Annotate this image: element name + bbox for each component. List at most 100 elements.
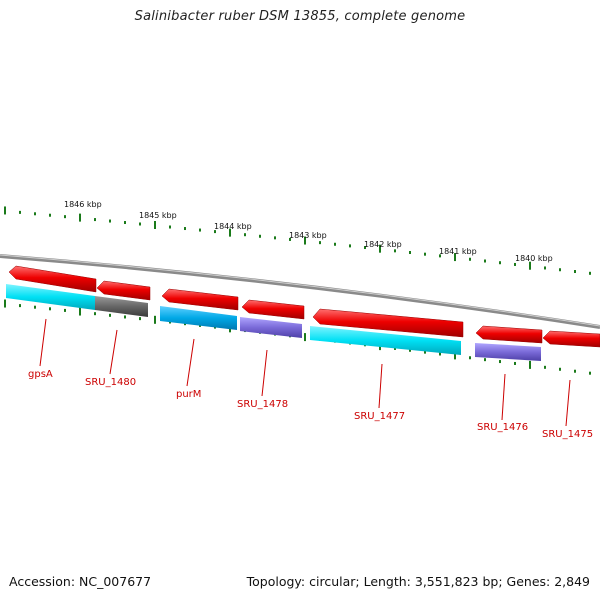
gene-arrow-purM[interactable] xyxy=(161,288,239,311)
scale-tick xyxy=(34,212,36,216)
cds-bar-gpsA[interactable] xyxy=(6,284,95,310)
scale-tick xyxy=(214,230,216,234)
scale-label-1843: 1843 kbp xyxy=(289,231,327,240)
scale-tick xyxy=(589,271,591,275)
scale-tick xyxy=(409,251,411,255)
gene-arrow-SRU_1475[interactable] xyxy=(542,330,600,348)
cds-bar-SRU_1477[interactable] xyxy=(310,326,461,355)
scale-tick xyxy=(394,249,396,253)
gene-label-SRU_1480[interactable]: SRU_1480 xyxy=(85,377,136,388)
scale-tick xyxy=(109,313,111,317)
gene-arrow-SRU_1480[interactable] xyxy=(96,280,151,301)
gene-label-SRU_1476[interactable]: SRU_1476 xyxy=(477,422,528,433)
scale-label-1841: 1841 kbp xyxy=(439,247,477,256)
genome-summary-text: Topology: circular; Length: 3,551,823 bp… xyxy=(246,574,590,589)
scale-tick xyxy=(4,299,6,308)
scale-tick xyxy=(139,317,141,321)
scale-tick xyxy=(139,222,141,226)
scale-tick xyxy=(439,352,441,356)
scale-label-1846: 1846 kbp xyxy=(64,200,102,209)
scale-tick xyxy=(79,213,81,222)
scale-tick xyxy=(529,261,531,270)
gene-label-SRU_1477[interactable]: SRU_1477 xyxy=(354,411,405,422)
accession-text: Accession: NC_007677 xyxy=(9,574,152,589)
cds-bar-SRU_1478[interactable] xyxy=(240,317,302,338)
scale-tick xyxy=(319,241,321,245)
scale-tick xyxy=(34,305,36,309)
scale-tick xyxy=(304,333,306,342)
scale-tick xyxy=(364,246,366,250)
scale-tick xyxy=(409,348,411,352)
scale-tick xyxy=(94,312,96,316)
scale-tick xyxy=(334,242,336,246)
scale-tick xyxy=(169,225,171,229)
map-title: Salinibacter ruber DSM 13855, complete g… xyxy=(134,9,466,24)
scale-tick xyxy=(184,227,186,231)
scale-tick xyxy=(19,304,21,308)
scale-tick xyxy=(274,236,276,240)
gene-arrow-SRU_1476[interactable] xyxy=(475,325,543,344)
scale-tick xyxy=(499,261,501,265)
gene-arrow-SRU_1478[interactable] xyxy=(241,299,305,320)
scale-tick xyxy=(304,236,306,245)
scale-tick xyxy=(379,244,381,253)
scale-tick xyxy=(499,360,501,364)
scale-tick xyxy=(19,210,21,214)
cds-bar-purM[interactable] xyxy=(160,306,237,330)
scale-tick xyxy=(64,215,66,219)
cds-bar-SRU_1476[interactable] xyxy=(475,343,541,361)
label-leader-lines xyxy=(39,318,571,427)
scale-tick xyxy=(424,350,426,354)
gene-arrow-SRU_1477[interactable] xyxy=(312,308,464,338)
scale-tick xyxy=(4,206,6,215)
scale-tick xyxy=(454,253,456,262)
scale-tick xyxy=(469,257,471,261)
scale-tick xyxy=(349,244,351,248)
scale-tick xyxy=(574,270,576,274)
scale-tick xyxy=(49,213,51,217)
scale-tick xyxy=(484,259,486,263)
scale-tick xyxy=(514,361,516,365)
scale-tick xyxy=(124,315,126,319)
gene-label-SRU_1475[interactable]: SRU_1475 xyxy=(542,429,593,440)
scale-tick xyxy=(289,237,291,241)
scale-tick xyxy=(259,234,261,238)
scale-tick xyxy=(454,351,456,360)
scale-tick xyxy=(49,307,51,311)
cds-bar-SRU_1480[interactable] xyxy=(95,296,148,317)
scale-tick xyxy=(439,254,441,258)
scale-tick xyxy=(199,228,201,232)
scale-tick xyxy=(559,367,561,371)
scale-tick xyxy=(424,252,426,256)
scale-tick xyxy=(469,356,471,360)
scale-tick xyxy=(544,266,546,270)
scale-tick xyxy=(64,308,66,312)
scale-label-1842: 1842 kbp xyxy=(364,240,402,249)
scale-tick xyxy=(559,268,561,272)
scale-tick xyxy=(529,360,531,369)
scale-tick xyxy=(229,228,231,237)
scale-tick xyxy=(94,218,96,222)
gene-label-purM[interactable]: purM xyxy=(176,389,201,400)
scale-tick xyxy=(244,233,246,237)
scale-label-1840: 1840 kbp xyxy=(515,254,553,263)
scale-tick xyxy=(589,371,591,375)
scale-tick xyxy=(484,358,486,362)
genome-backbone xyxy=(0,254,600,329)
scale-tick xyxy=(124,221,126,225)
scale-tick xyxy=(514,262,516,266)
scale-label-1845: 1845 kbp xyxy=(139,211,177,220)
scale-label-1844: 1844 kbp xyxy=(214,222,252,231)
scale-tick xyxy=(154,221,156,230)
gene-label-SRU_1478[interactable]: SRU_1478 xyxy=(237,399,288,410)
scale-tick xyxy=(79,307,81,316)
gene-arrow-gpsA[interactable] xyxy=(8,265,97,293)
scale-tick xyxy=(574,369,576,373)
scale-tick xyxy=(544,365,546,369)
scale-tick xyxy=(154,315,156,324)
scale-tick xyxy=(109,219,111,223)
upper-scale-ticks xyxy=(4,206,591,275)
gene-label-gpsA[interactable]: gpsA xyxy=(28,369,53,380)
